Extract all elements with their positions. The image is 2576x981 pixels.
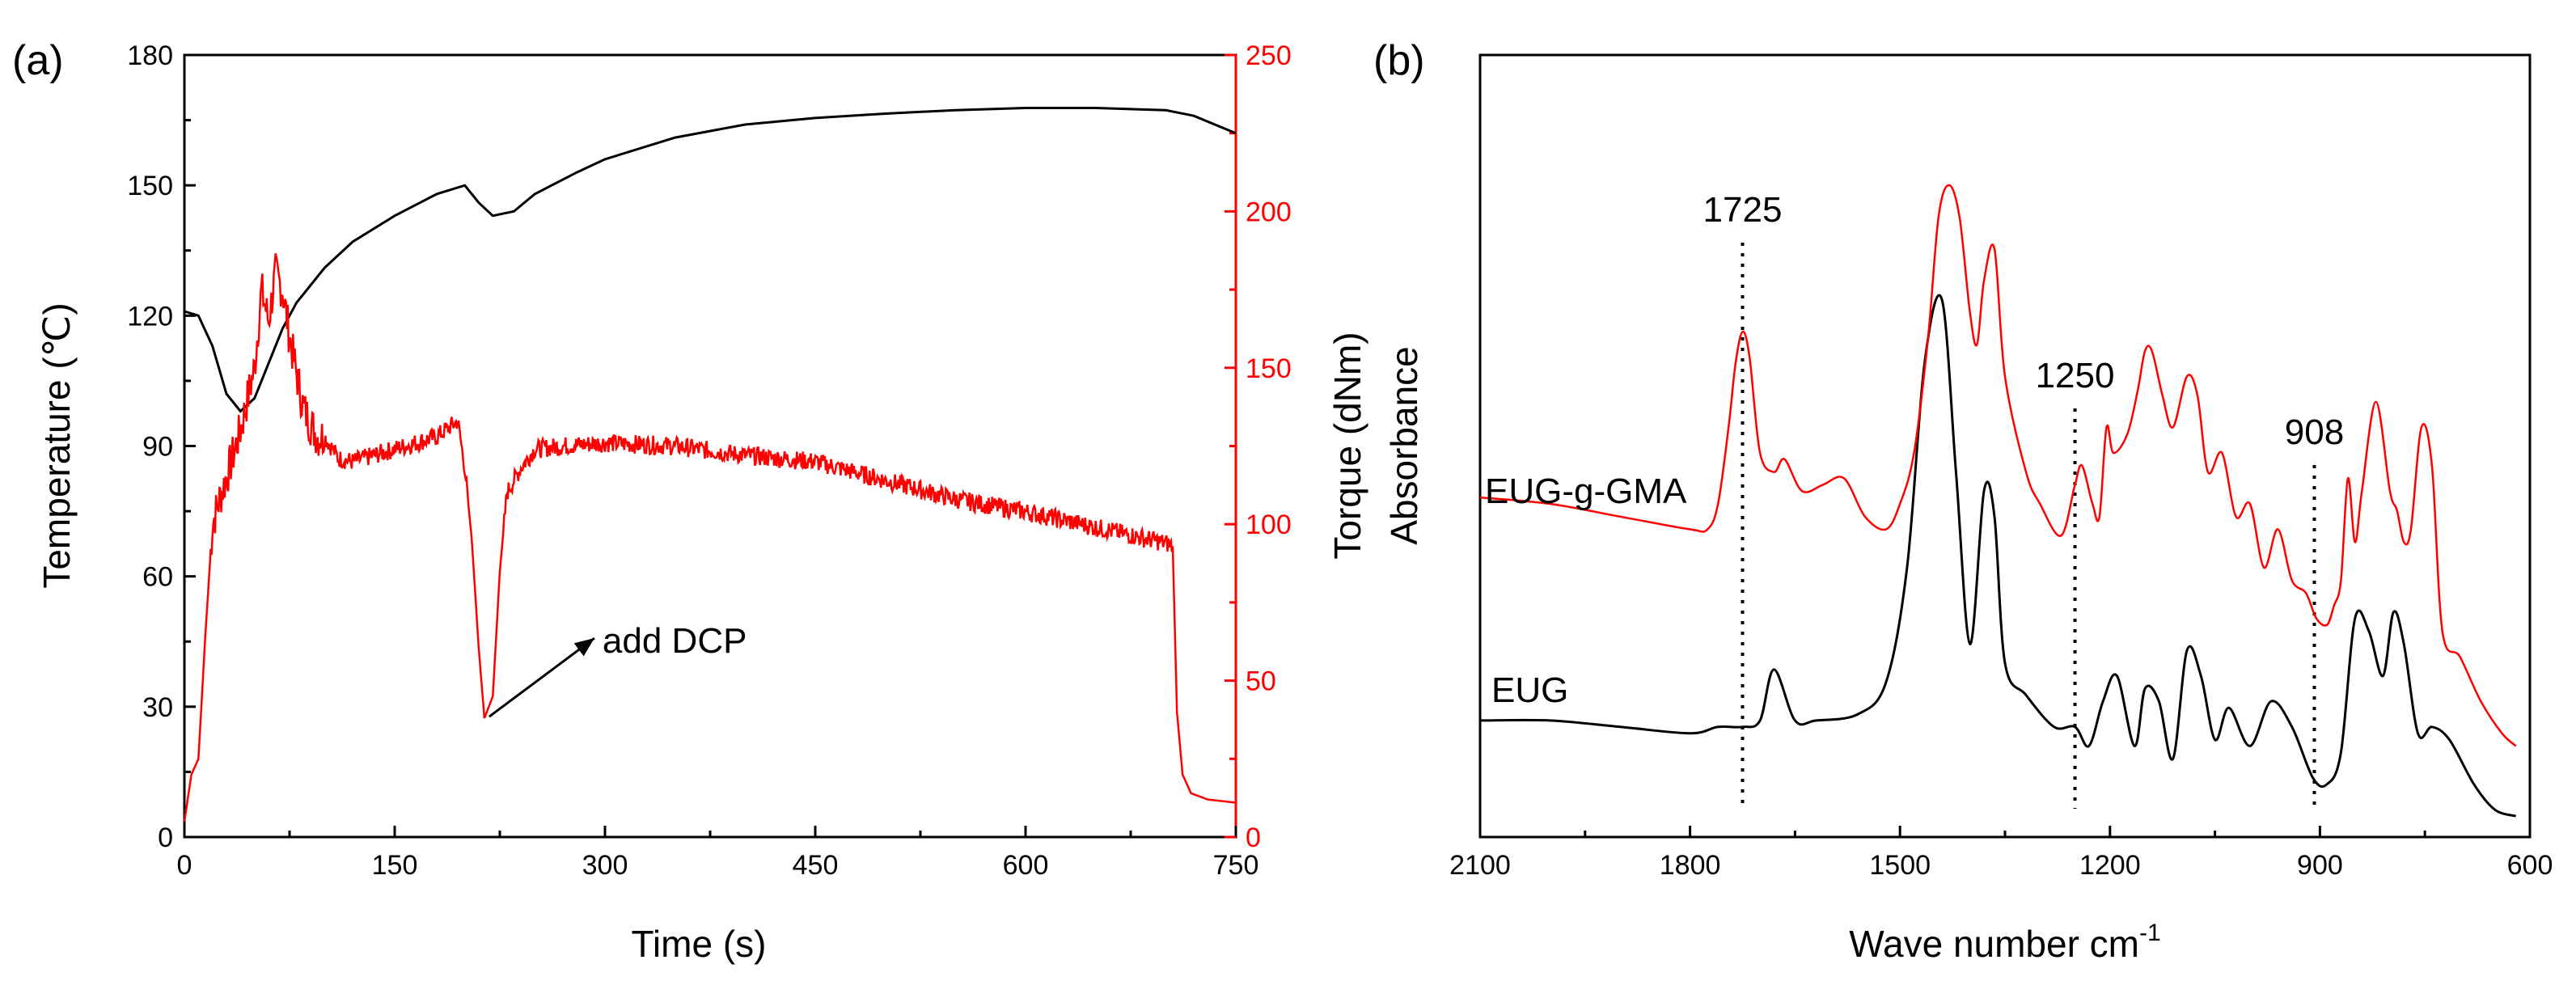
- eug-series-label: EUG: [1491, 670, 1568, 710]
- panel-a-y-tick-label: 120: [127, 301, 173, 332]
- panel-a-x-tick-label: 150: [372, 850, 418, 881]
- eug-g-gma-spectrum-line: [1479, 184, 2517, 747]
- add-dcp-arrowhead-icon: [573, 638, 594, 657]
- panel-a-x-axis-label: Time (s): [632, 923, 767, 965]
- panel-a-y2-axis-label: Torque (dNm): [1326, 332, 1368, 559]
- panel-a-y-tick-label: 0: [158, 822, 173, 853]
- eug-g-gma-series-label: EUG-g-GMA: [1485, 471, 1687, 511]
- panel-a-x-tick-label: 0: [177, 850, 192, 881]
- panel-b-x-tick-label: 900: [2297, 850, 2343, 881]
- panel-a-y2-tick-label: 250: [1246, 40, 1292, 71]
- panel-b-plot-area: [1478, 53, 2532, 839]
- panel-a-y2-ticks: 0 50 100 150 200 250: [1225, 40, 1292, 853]
- peak-label-1250: 1250: [2036, 356, 2115, 395]
- peak-label-908: 908: [2285, 412, 2344, 452]
- panel-a-x-ticks: 0 150 300 450 600 750: [177, 826, 1259, 881]
- panel-a-y-tick-label: 150: [127, 171, 173, 201]
- add-dcp-annotation: add DCP: [603, 621, 747, 661]
- panel-b-x-axis-label: Wave number cm-1: [1849, 920, 2160, 965]
- panel-a-y-tick-label: 90: [142, 432, 173, 463]
- panel-a: (a) 0 150 300 450 600 750 0 30 60 90 120 150 180 0 5…: [12, 37, 1368, 965]
- panel-b-x-tick-label: 600: [2507, 850, 2553, 881]
- panel-a-x-tick-label: 450: [793, 850, 839, 881]
- panel-a-y-ticks: 0 30 60 90 120 150 180: [127, 40, 196, 853]
- panel-a-plot-area: [183, 53, 1237, 839]
- panel-a-y2-tick-label: 50: [1246, 666, 1276, 697]
- panel-b-x-axis-label-superscript: -1: [2139, 920, 2161, 946]
- panel-a-y2-tick-label: 150: [1246, 353, 1292, 384]
- panel-a-x-tick-label: 300: [582, 850, 628, 881]
- torque-series-line: [183, 253, 1237, 822]
- panel-a-x-tick-label: 600: [1003, 850, 1049, 881]
- panel-b-label: (b): [1373, 37, 1425, 84]
- peak-label-1725: 1725: [1703, 190, 1783, 230]
- panel-a-x-tick-label: 750: [1213, 850, 1259, 881]
- panel-b-x-axis-label-text: Wave number cm: [1849, 923, 2139, 965]
- add-dcp-arrow: [489, 636, 595, 718]
- panel-a-label: (a): [12, 37, 64, 84]
- panel-b-x-tick-label: 1200: [2079, 850, 2141, 881]
- panel-a-y2-tick-label: 0: [1246, 822, 1261, 853]
- panel-a-y-tick-label: 30: [142, 692, 173, 723]
- panel-a-y-tick-label: 60: [142, 562, 173, 593]
- panel-b-x-tick-label: 1500: [1869, 850, 1931, 881]
- temperature-series-line: [184, 107, 1237, 413]
- panel-b: (b) 2100 1800 1500 1200 900 600 1725 1250 908 E…: [1373, 37, 2553, 965]
- panel-b-x-tick-label: 2100: [1449, 850, 1511, 881]
- panel-b-y-axis-label: Absorbance: [1383, 346, 1425, 545]
- panel-a-y2-tick-label: 100: [1246, 510, 1292, 540]
- panel-b-x-ticks: 2100 1800 1500 1200 900 600: [1449, 826, 2553, 881]
- eug-spectrum-line: [1479, 294, 2517, 818]
- panel-a-y-axis-label: Temperature (℃): [36, 302, 78, 588]
- panel-b-peak-markers: 1725 1250 908: [1703, 190, 2344, 809]
- panel-a-y-tick-label: 180: [127, 40, 173, 71]
- panel-b-x-tick-label: 1800: [1660, 850, 1721, 881]
- panel-a-y2-tick-label: 200: [1246, 197, 1292, 227]
